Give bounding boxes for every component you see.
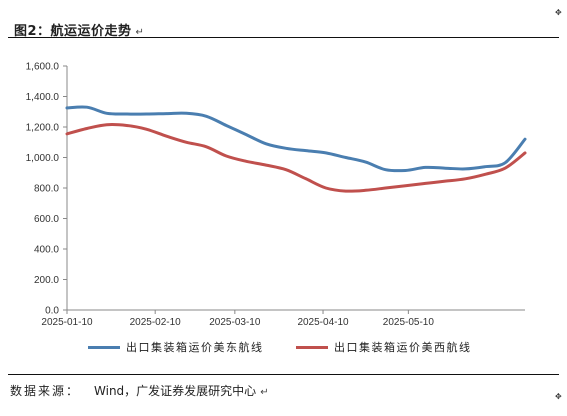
x-tick-label: 2025-04-10 [297,317,349,328]
x-tick-label: 2025-05-10 [383,317,435,328]
chart-title: 图2：航运运价走势 ↵ [14,20,144,39]
y-tick-label: 1,600.0 [26,62,60,73]
paragraph-mark-icon: ↵ [260,387,269,398]
legend-item-east: 出口集装箱运价美东航线 [88,339,278,355]
y-tick-label: 1,200.0 [26,123,60,134]
title-row: 图2：航运运价走势 ↵ [8,6,559,39]
x-tick-label: 2025-02-10 [130,317,182,328]
corner-mark-icon: ✥ [555,8,562,17]
source-divider [8,374,559,375]
title-divider [8,37,559,38]
y-tick-label: 600.0 [34,214,59,225]
y-tick-label: 0.0 [45,306,59,317]
line-chart: 0.0 200.0 400.0 600.0 800.0 1,000.0 1,200.0 1,4… [26,62,527,328]
source-text: Wind，广发证券发展研究中心 [94,384,257,398]
legend-swatch-east [88,346,120,349]
series-line-east [65,105,527,173]
chart-title-text: 图2：航运运价走势 [14,24,132,39]
x-tick-label: 2025-01-10 [41,317,93,328]
x-tick-label: 2025-03-10 [209,317,261,328]
chart-area: 0.0 200.0 400.0 600.0 800.0 1,000.0 1,200.0 1,4… [0,40,567,375]
source-label: 数据来源： [10,384,81,398]
source-note: 数据来源： Wind，广发证券发展研究中心 ↵ [10,382,269,399]
paragraph-mark-icon: ↵ [135,27,145,38]
y-tick-label: 1,400.0 [26,92,60,103]
y-tick-label: 200.0 [34,275,59,286]
y-tick-label: 1,000.0 [26,153,60,164]
y-tick-label: 800.0 [34,184,59,195]
legend-item-west: 出口集装箱运价美西航线 [296,339,486,355]
legend-swatch-west [296,346,328,349]
series-line-west [65,123,527,193]
y-tick-label: 400.0 [34,245,59,256]
corner-mark-icon: ✥ [555,392,562,401]
legend-label-west: 出口集装箱运价美西航线 [334,341,472,354]
legend: 出口集装箱运价美东航线 出口集装箱运价美西航线 [0,335,567,359]
legend-label-east: 出口集装箱运价美东航线 [126,341,264,354]
